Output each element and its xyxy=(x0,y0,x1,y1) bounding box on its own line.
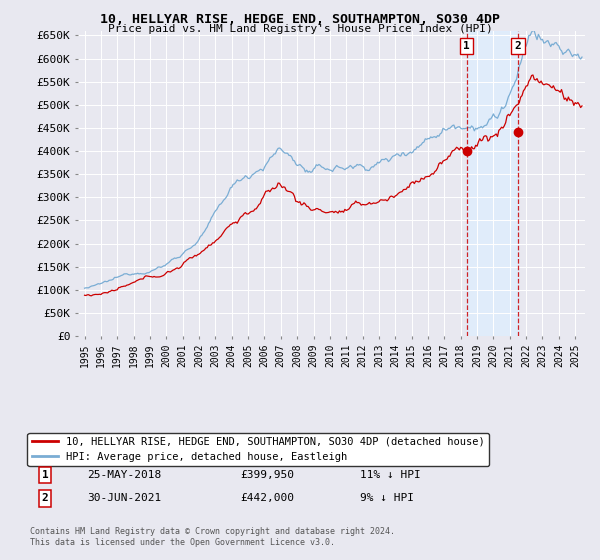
Text: Contains HM Land Registry data © Crown copyright and database right 2024.
This d: Contains HM Land Registry data © Crown c… xyxy=(30,527,395,547)
Text: 1: 1 xyxy=(41,470,49,480)
Text: 2: 2 xyxy=(41,493,49,503)
Text: 25-MAY-2018: 25-MAY-2018 xyxy=(87,470,161,480)
Text: £399,950: £399,950 xyxy=(240,470,294,480)
Bar xyxy=(467,31,518,336)
Text: £442,000: £442,000 xyxy=(240,493,294,503)
Text: 1: 1 xyxy=(463,41,470,51)
Text: 10, HELLYAR RISE, HEDGE END, SOUTHAMPTON, SO30 4DP: 10, HELLYAR RISE, HEDGE END, SOUTHAMPTON… xyxy=(100,13,500,26)
Text: 30-JUN-2021: 30-JUN-2021 xyxy=(87,493,161,503)
Text: 9% ↓ HPI: 9% ↓ HPI xyxy=(360,493,414,503)
Legend: 10, HELLYAR RISE, HEDGE END, SOUTHAMPTON, SO30 4DP (detached house), HPI: Averag: 10, HELLYAR RISE, HEDGE END, SOUTHAMPTON… xyxy=(28,433,489,466)
Text: Price paid vs. HM Land Registry's House Price Index (HPI): Price paid vs. HM Land Registry's House … xyxy=(107,24,493,34)
Text: 2: 2 xyxy=(515,41,521,51)
Text: 11% ↓ HPI: 11% ↓ HPI xyxy=(360,470,421,480)
